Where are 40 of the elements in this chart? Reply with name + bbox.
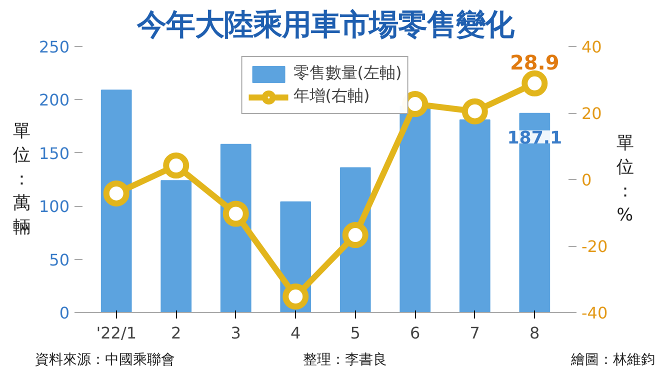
- y-axis-title: 單位：萬輛: [12, 122, 30, 238]
- text: 繪圖：林維鈞: [571, 351, 655, 370]
- point: [103, 180, 130, 206]
- point: [462, 98, 488, 124]
- data-label: 28.9: [510, 50, 560, 74]
- y-tick-label: 150: [38, 144, 70, 163]
- chart-title: 今年大陸乘用車市場零售變化: [136, 8, 515, 42]
- legend-label: 年增(右軸): [293, 86, 370, 107]
- point: [222, 200, 249, 227]
- x-tick-label: '22/1: [96, 324, 137, 342]
- bar: [400, 106, 431, 312]
- bar: [100, 90, 132, 312]
- x-tick-label: 7: [470, 324, 480, 342]
- x-tick-label: 3: [230, 324, 241, 342]
- y2-tick-label: -20: [582, 237, 608, 256]
- bar: [459, 119, 490, 312]
- point: [163, 152, 190, 179]
- y2-axis-title: 單位：%: [616, 134, 634, 226]
- point: [522, 70, 548, 96]
- x-tick-label: 8: [530, 324, 540, 342]
- data-label: 187.1: [507, 128, 562, 148]
- y-tick-label: 0: [59, 304, 70, 322]
- point: [282, 284, 309, 310]
- bar: [160, 180, 192, 312]
- x-tick-label: 2: [171, 324, 182, 342]
- legend-label: 零售數量(左軸): [293, 63, 402, 84]
- point: [342, 222, 368, 248]
- x-tick-label: 6: [410, 324, 420, 342]
- y2-tick-label: 20: [582, 104, 602, 123]
- y2-tick-label: 0: [582, 170, 592, 190]
- y-tick-label: 100: [38, 197, 70, 216]
- y2-tick-label: -40: [582, 304, 608, 322]
- y-tick-label: 200: [38, 90, 70, 110]
- y2-tick-label: 40: [582, 38, 602, 56]
- x-tick-label: 4: [290, 324, 301, 342]
- text: 整理：李書良: [303, 351, 387, 370]
- x-tick-label: 5: [350, 324, 360, 342]
- y-tick-label: 250: [38, 38, 70, 56]
- y-tick-label: 50: [49, 250, 70, 270]
- source-note: 資料來源：中國乘聯會: [35, 351, 175, 370]
